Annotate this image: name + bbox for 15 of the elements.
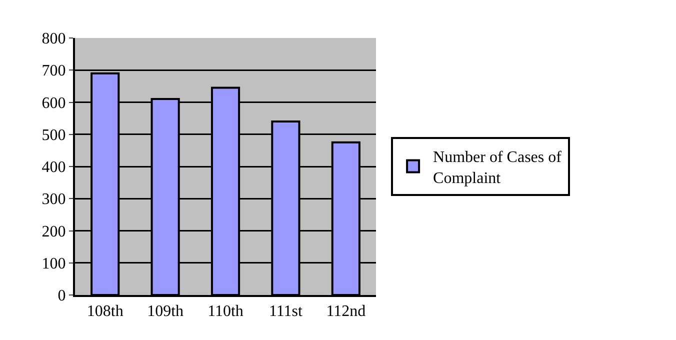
x-tick-label: 111st xyxy=(268,303,303,320)
y-tick-label: 700 xyxy=(42,62,66,80)
x-tick-label: 109th xyxy=(147,303,184,320)
y-tick-label: 500 xyxy=(42,126,66,144)
x-tick-label: 110th xyxy=(208,303,244,320)
y-tick-label: 600 xyxy=(42,94,66,112)
y-tick-label: 300 xyxy=(42,191,66,208)
y-tick-label: 0 xyxy=(58,288,66,305)
y-tick-label: 800 xyxy=(42,30,66,48)
x-tick-label: 112nd xyxy=(326,303,366,320)
x-tick-label: 108th xyxy=(86,303,124,320)
legend-label: Number of Cases of Complaint xyxy=(433,149,562,187)
y-tick-label: 100 xyxy=(42,255,66,272)
y-tick-label: 200 xyxy=(42,223,66,240)
y-tick-label: 400 xyxy=(42,159,66,176)
